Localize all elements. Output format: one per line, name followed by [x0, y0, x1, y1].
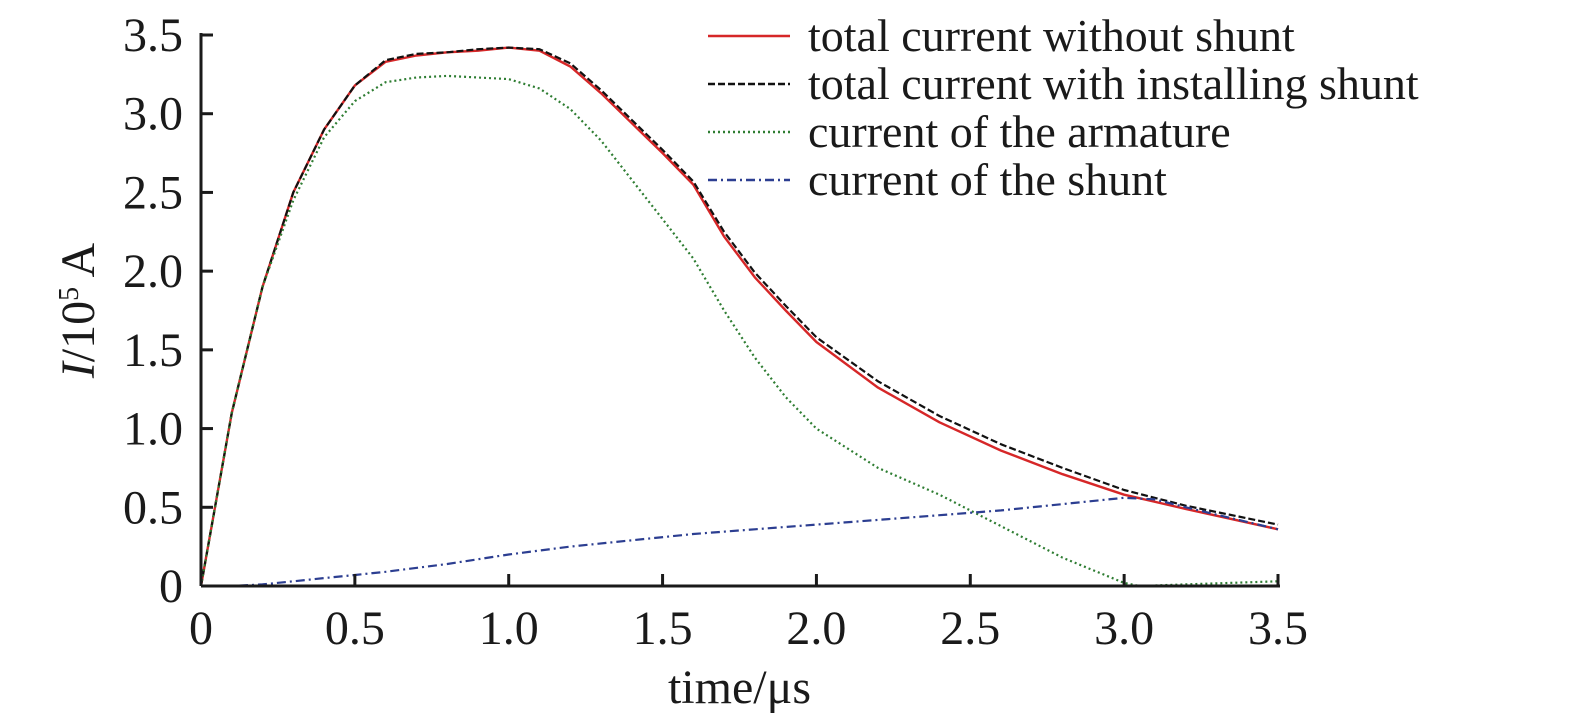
x-tick-label: 1.5 — [633, 602, 693, 655]
legend-label-4: current of the shunt — [808, 154, 1167, 205]
y-axis-base: /10 — [52, 301, 105, 362]
y-tick-label: 0.5 — [123, 481, 183, 534]
x-tick-label: 0.5 — [325, 602, 385, 655]
y-axis-symbol: I — [52, 360, 105, 379]
axes: 0 0.5 1.0 1.5 2.0 2.5 3.0 3.5 0 0.5 1.0 1.5 2.0 2.5 3… — [123, 9, 1308, 655]
x-tick-label: 2.5 — [940, 602, 1000, 655]
y-axis-exponent: 5 — [54, 287, 85, 301]
y-tick-label: 3.5 — [123, 9, 183, 62]
y-tick-label: 1.5 — [123, 324, 183, 377]
x-tick-label: 3.0 — [1094, 602, 1154, 655]
y-tick-label: 1.0 — [123, 403, 183, 456]
x-tick-label: 2.0 — [786, 602, 846, 655]
y-axis-title: I/105 A — [52, 242, 105, 379]
series-line-3 — [199, 74, 1279, 588]
y-tick-label: 2.5 — [123, 166, 183, 219]
plot-area — [199, 46, 1279, 588]
x-axis-ticks: 0 0.5 1.0 1.5 2.0 2.5 3.0 3.5 — [189, 574, 1308, 655]
legend-label-1: total current without shunt — [808, 10, 1295, 61]
legend-label-3: current of the armature — [808, 106, 1231, 157]
y-axis-ticks: 0 0.5 1.0 1.5 2.0 2.5 3.0 3.5 — [123, 9, 213, 613]
y-tick-label: 3.0 — [123, 88, 183, 141]
y-axis-unit: A — [52, 242, 105, 286]
series-line-2 — [199, 46, 1279, 587]
x-tick-label: 1.0 — [479, 602, 539, 655]
legend-label-2: total current with installing shunt — [808, 58, 1419, 109]
y-tick-label: 0 — [159, 560, 183, 613]
x-axis-title: time/μs — [668, 661, 811, 714]
series-line-4 — [201, 496, 1279, 588]
y-tick-label: 2.0 — [123, 245, 183, 298]
x-tick-label: 0 — [189, 602, 213, 655]
x-tick-label: 3.5 — [1248, 602, 1308, 655]
